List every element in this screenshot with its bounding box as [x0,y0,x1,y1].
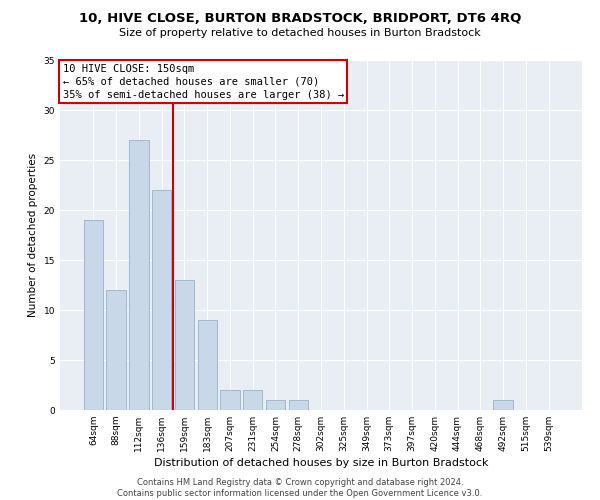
Bar [289,400,308,410]
Bar [220,390,239,410]
Bar [84,220,103,410]
Text: 10 HIVE CLOSE: 150sqm
← 65% of detached houses are smaller (70)
35% of semi-deta: 10 HIVE CLOSE: 150sqm ← 65% of detached … [62,64,344,100]
X-axis label: Distribution of detached houses by size in Burton Bradstock: Distribution of detached houses by size … [154,458,488,468]
Bar [129,140,149,410]
Bar [493,400,513,410]
Y-axis label: Number of detached properties: Number of detached properties [28,153,38,317]
Bar [197,320,217,410]
Bar [106,290,126,410]
Text: Contains HM Land Registry data © Crown copyright and database right 2024.
Contai: Contains HM Land Registry data © Crown c… [118,478,482,498]
Text: 10, HIVE CLOSE, BURTON BRADSTOCK, BRIDPORT, DT6 4RQ: 10, HIVE CLOSE, BURTON BRADSTOCK, BRIDPO… [79,12,521,26]
Bar [266,400,285,410]
Bar [175,280,194,410]
Bar [243,390,262,410]
Text: Size of property relative to detached houses in Burton Bradstock: Size of property relative to detached ho… [119,28,481,38]
Bar [152,190,172,410]
